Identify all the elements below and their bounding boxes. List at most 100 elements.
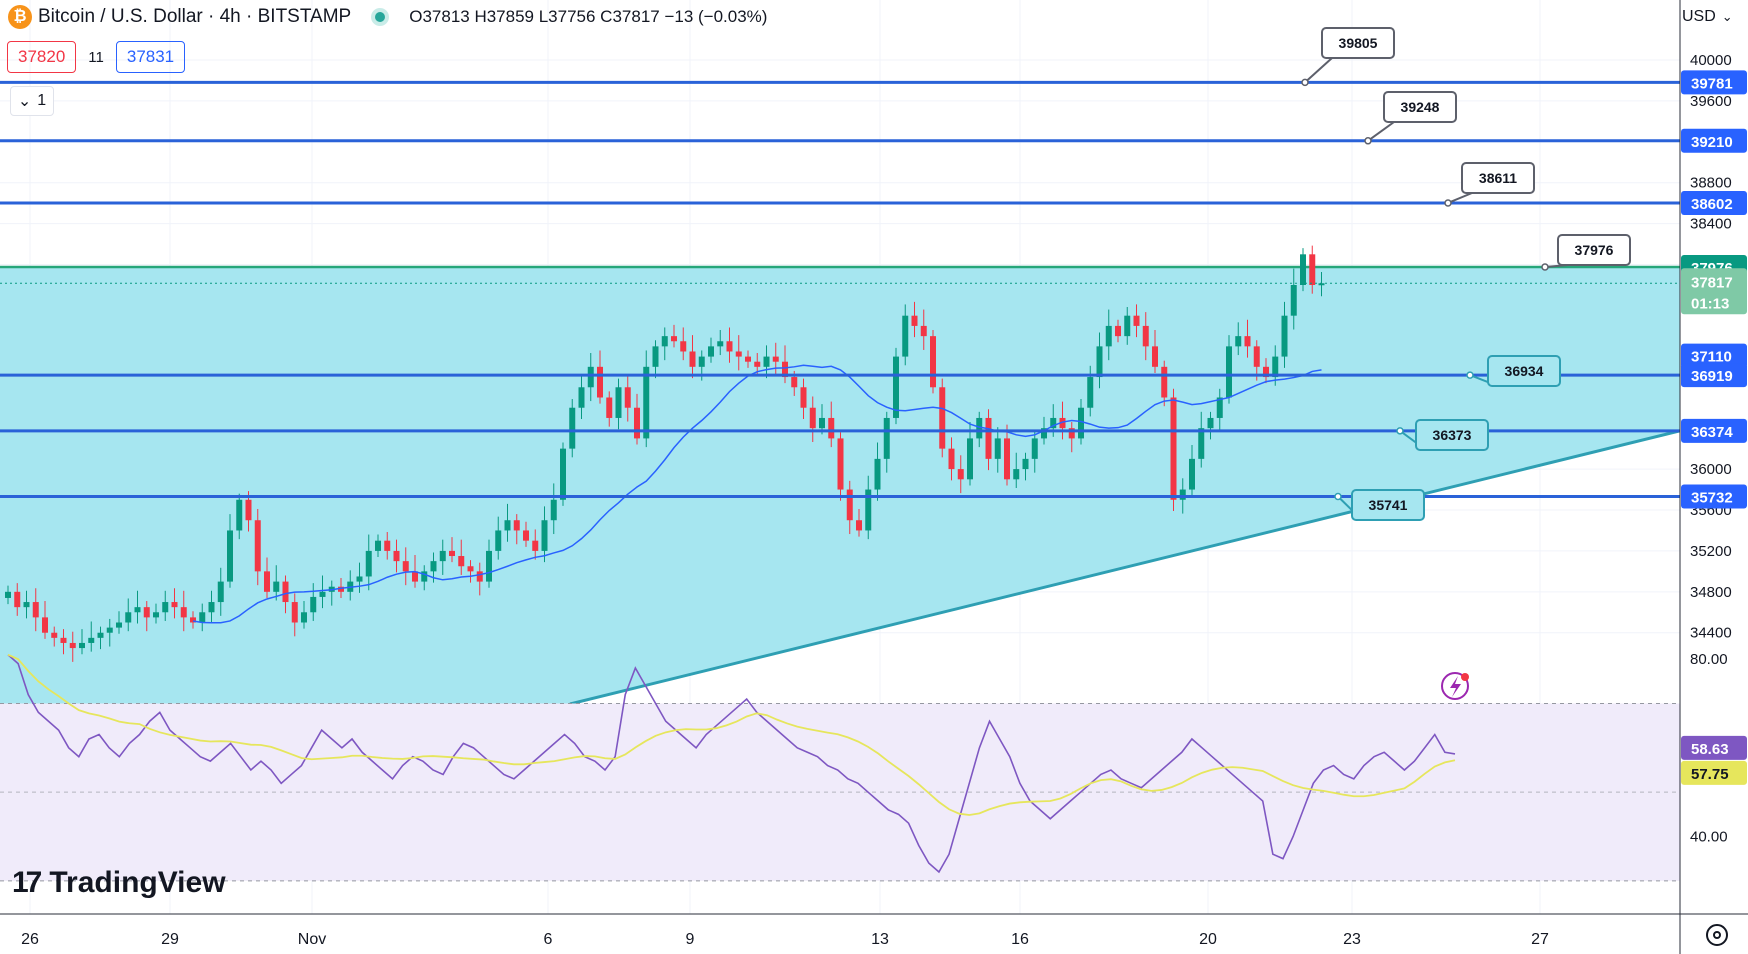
candle-body — [301, 612, 307, 623]
candle-body — [994, 438, 1001, 459]
symbol-title[interactable]: Bitcoin / U.S. Dollar · 4h · BITSTAMP — [38, 6, 352, 27]
level-callouts: 39805 39248 38611 37976 36934 36373 35741 — [1301, 27, 1631, 521]
candle-body — [624, 387, 631, 408]
price-tick-label: 34400 — [1690, 625, 1732, 642]
candle-body — [245, 499, 252, 521]
candle-body — [726, 341, 733, 352]
gear-icon[interactable] — [1706, 924, 1728, 946]
tradingview-mark-icon: 17 — [12, 866, 42, 899]
callout-anchor — [1301, 78, 1309, 87]
price-line-tag — [1681, 343, 1747, 368]
candle-body — [634, 407, 640, 439]
candle-body — [5, 591, 11, 598]
candle-body — [227, 530, 233, 582]
candle-body — [680, 341, 687, 352]
candle-body — [1170, 397, 1177, 500]
candle-body — [541, 520, 548, 551]
candle-body — [338, 586, 344, 592]
candle-body — [615, 387, 622, 418]
time-tick-label: 26 — [21, 931, 39, 948]
callout-connector — [1447, 192, 1473, 204]
candle-body — [208, 602, 215, 613]
time-tick-label: 9 — [686, 931, 695, 948]
candle-body — [134, 607, 141, 613]
candle-body — [560, 448, 566, 500]
candle-body — [1068, 428, 1075, 439]
candle-body — [254, 520, 261, 572]
candle-body — [1031, 438, 1038, 459]
callout-label: 35741 — [1369, 497, 1408, 513]
candle-body — [957, 469, 964, 480]
callout-anchor — [1334, 492, 1342, 501]
candle-body — [1179, 489, 1186, 500]
candle-body — [1022, 458, 1029, 470]
indicator-collapse-button[interactable]: ⌄ 1 — [10, 86, 54, 116]
candle-body — [449, 550, 455, 557]
ask-button[interactable]: 37831 — [115, 41, 186, 73]
time-tick-label: Nov — [298, 931, 326, 948]
candle-body — [32, 602, 39, 618]
candle-body — [819, 417, 825, 429]
candle-body — [42, 617, 48, 633]
candle-body — [856, 520, 862, 531]
time-tick-label: 6 — [544, 931, 553, 948]
price-line-tag — [1681, 190, 1747, 215]
candle-body — [1272, 356, 1279, 378]
candle-body — [920, 325, 927, 337]
candle-body — [800, 387, 807, 408]
alert-icon[interactable] — [1441, 672, 1469, 700]
candle-body — [893, 356, 899, 418]
candle-body — [1050, 417, 1057, 429]
callout-box — [1321, 27, 1395, 59]
candle-body — [763, 356, 770, 367]
candle-body — [1124, 315, 1131, 337]
callout-anchor — [1364, 137, 1372, 145]
currency-label: USD — [1682, 8, 1716, 25]
candle-body — [708, 346, 714, 357]
candle-body — [486, 550, 492, 582]
candle-body — [1115, 325, 1121, 337]
candle-body — [985, 417, 992, 459]
rsi-ma-line — [7, 653, 1456, 816]
candle-body — [1152, 346, 1158, 367]
bid-button[interactable]: 37820 — [7, 41, 77, 73]
chevron-down-icon: ⌄ — [1721, 9, 1733, 24]
candle-body — [745, 356, 751, 362]
chevron-down-icon: ⌄ — [17, 93, 32, 110]
candle-body — [1059, 417, 1066, 429]
rsi-value-tag — [1681, 735, 1747, 760]
price-tick-label: 35200 — [1690, 543, 1732, 560]
candlestick-series — [5, 245, 1325, 662]
candle-body — [532, 540, 539, 551]
candle-body — [1281, 315, 1288, 357]
callout-label: 38611 — [1479, 170, 1517, 186]
price-line-tag-label: 39781 — [1691, 75, 1733, 92]
rsi-tick-label: 40.00 — [1690, 829, 1728, 846]
time-tick-label: 23 — [1343, 931, 1361, 948]
candle-body — [865, 489, 872, 531]
candle-body — [735, 351, 742, 357]
price-line-tag — [1681, 418, 1747, 443]
candle-body — [967, 438, 973, 480]
candle-body — [643, 366, 650, 439]
current-price-label: 37817 — [1691, 274, 1733, 291]
callout-label: 37976 — [1575, 242, 1614, 258]
currency-selector[interactable]: USD ⌄ — [1682, 8, 1733, 26]
rsi-tick-label: 80.00 — [1690, 651, 1728, 668]
candle-body — [412, 571, 418, 582]
alert-ring — [1441, 672, 1469, 700]
notification-dot — [1461, 673, 1469, 681]
candle-body — [199, 612, 206, 623]
candle-body — [828, 417, 835, 439]
trendline — [569, 429, 1680, 704]
candle-body — [421, 571, 428, 582]
candle-body — [513, 520, 520, 531]
price-line-tag-label: 36919 — [1691, 368, 1733, 385]
candle-body — [883, 417, 890, 459]
candle-body — [282, 581, 289, 603]
price-tick-label: 38400 — [1690, 216, 1732, 233]
candle-body — [791, 377, 798, 388]
price-tick-label: 40000 — [1690, 52, 1732, 69]
